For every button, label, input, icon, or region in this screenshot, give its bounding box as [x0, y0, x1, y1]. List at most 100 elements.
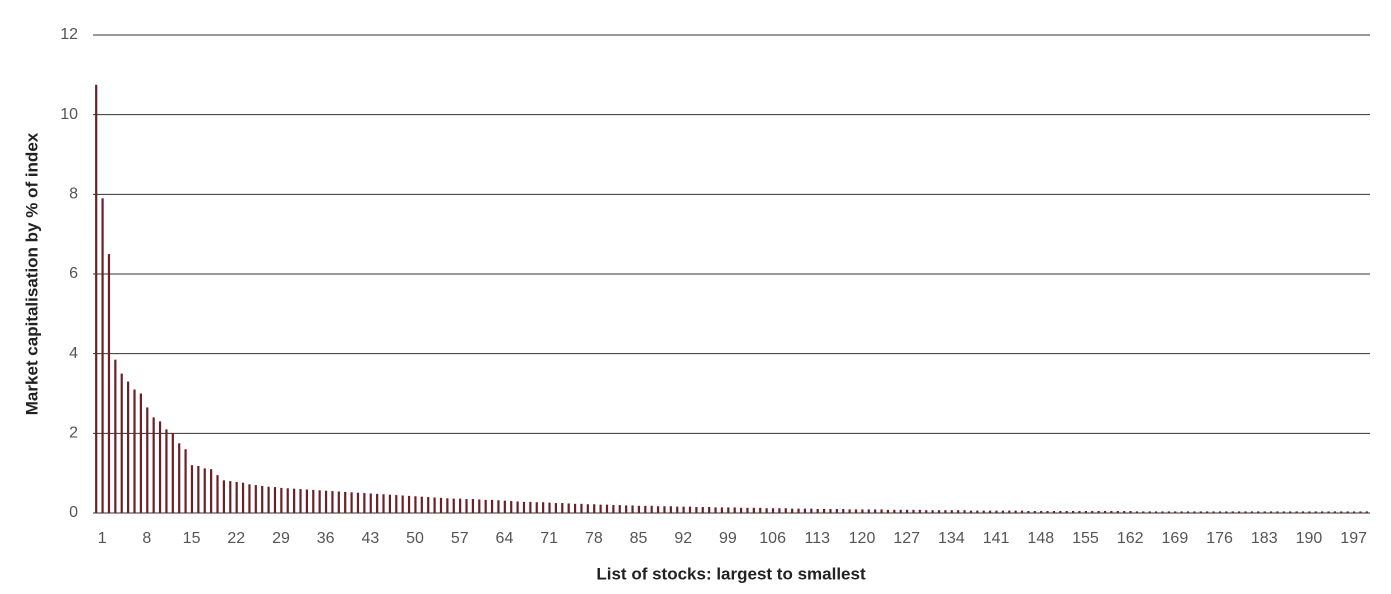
bar — [650, 505, 653, 513]
bar — [1282, 511, 1285, 513]
bar — [1321, 511, 1324, 513]
bar — [580, 503, 583, 513]
bar — [963, 510, 966, 513]
bar — [944, 510, 947, 513]
bar — [427, 497, 430, 513]
bar — [720, 507, 724, 513]
bar — [452, 498, 455, 513]
bar — [305, 489, 308, 513]
bar — [586, 504, 589, 513]
bar — [503, 500, 506, 513]
bar — [1155, 511, 1158, 513]
bar — [484, 499, 487, 513]
bar — [465, 499, 468, 513]
bar — [1046, 511, 1049, 513]
bar — [688, 506, 692, 513]
bar — [771, 508, 775, 513]
bar — [842, 509, 845, 513]
bar — [542, 502, 545, 513]
bar — [746, 507, 749, 513]
bar — [299, 489, 302, 513]
bar — [414, 496, 417, 513]
bar — [759, 507, 762, 513]
bar — [420, 496, 423, 513]
bar — [848, 509, 851, 513]
bar — [701, 507, 704, 513]
bar — [1244, 511, 1247, 513]
bar — [312, 489, 315, 513]
bar — [254, 485, 257, 513]
bar — [676, 506, 679, 513]
bar — [1135, 511, 1139, 513]
bar — [388, 494, 392, 513]
bar — [1174, 511, 1177, 513]
bar — [682, 506, 685, 513]
bar — [918, 509, 921, 513]
bar — [248, 484, 251, 513]
bar — [152, 417, 155, 513]
bar — [931, 510, 934, 513]
x-tick-label: 78 — [585, 530, 603, 547]
bar — [478, 499, 481, 513]
bar — [369, 493, 372, 513]
y-tick-label: 10 — [60, 106, 78, 123]
bar — [912, 509, 915, 513]
bar — [1327, 511, 1330, 513]
bar — [1033, 511, 1036, 513]
bar — [765, 508, 768, 513]
bar — [318, 490, 321, 513]
bar — [631, 505, 634, 513]
bar — [599, 504, 602, 513]
bar — [235, 481, 238, 513]
bar — [1123, 511, 1126, 513]
bar — [139, 393, 142, 513]
y-tick-label: 8 — [69, 186, 78, 203]
bar — [976, 510, 979, 513]
bar — [752, 507, 755, 513]
x-tick-label: 141 — [983, 530, 1010, 547]
bar — [280, 487, 283, 513]
bar — [407, 495, 411, 513]
x-tick-label: 15 — [183, 530, 201, 547]
bar — [1250, 511, 1253, 513]
bar — [376, 493, 379, 513]
x-tick-label: 169 — [1162, 530, 1189, 547]
bar — [1078, 511, 1081, 513]
bar — [810, 508, 813, 513]
bar — [229, 481, 232, 513]
bar — [522, 501, 526, 513]
bar — [554, 503, 558, 513]
bar — [127, 381, 130, 513]
y-tick-label: 6 — [69, 265, 78, 282]
bar — [829, 509, 832, 513]
bar — [899, 509, 902, 513]
bar — [1199, 511, 1202, 513]
bar — [727, 507, 730, 513]
bar — [1040, 511, 1043, 513]
bar — [133, 389, 136, 513]
bar — [222, 480, 225, 513]
x-tick-label: 57 — [451, 530, 469, 547]
bar — [644, 505, 647, 513]
bar — [216, 475, 219, 513]
x-tick-label: 120 — [849, 530, 876, 547]
bar — [158, 421, 162, 513]
bar — [190, 465, 194, 513]
bar — [1103, 511, 1107, 513]
bar — [605, 504, 609, 513]
bar — [625, 505, 628, 513]
bar — [925, 510, 928, 513]
bar — [1231, 511, 1234, 513]
bar — [210, 469, 213, 513]
bar — [708, 507, 711, 513]
bar — [1116, 511, 1119, 513]
bar — [101, 198, 104, 514]
bar — [197, 465, 200, 513]
bar — [861, 509, 864, 513]
bar — [835, 509, 838, 513]
bar — [1295, 511, 1298, 513]
bar — [395, 495, 398, 513]
bar — [497, 500, 500, 513]
bar — [337, 491, 340, 513]
